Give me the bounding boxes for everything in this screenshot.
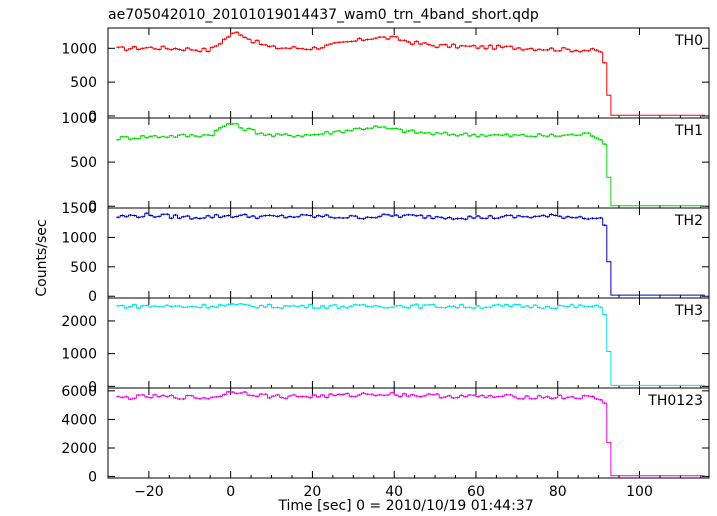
panel-th1: 0 500 1000 TH1 bbox=[61, 111, 710, 215]
x-tick-label: 40 bbox=[385, 484, 403, 500]
panel-frame bbox=[107, 207, 710, 299]
panel-th2: 0 500 1000 1500 TH2 bbox=[61, 201, 710, 305]
series-line-th3 bbox=[116, 302, 705, 386]
y-tick-label: 500 bbox=[70, 260, 97, 276]
y-tick-label: 500 bbox=[70, 75, 97, 91]
y-tick-label: 2000 bbox=[61, 441, 97, 457]
y-tick-label: 0 bbox=[88, 109, 97, 125]
series-line-th2 bbox=[116, 212, 705, 296]
y-tick-label: 1000 bbox=[61, 41, 97, 57]
panel-th3: 0 1000 2000 TH3 bbox=[61, 297, 710, 395]
x-axis-label: Time [sec] 0 = 2010/10/19 01:44:37 bbox=[277, 498, 533, 514]
y-tick-label: 0 bbox=[88, 379, 97, 395]
y-tick-label: 1000 bbox=[61, 111, 97, 127]
y-tick-label: 4000 bbox=[61, 412, 97, 428]
panel-frame bbox=[107, 297, 710, 389]
series-label-th2: TH2 bbox=[674, 213, 703, 229]
y-tick-label: 1000 bbox=[61, 230, 97, 246]
x-tick-label: 80 bbox=[549, 484, 567, 500]
y-tick-label: 1500 bbox=[61, 201, 97, 217]
panel-frame bbox=[107, 387, 710, 479]
series-line-th0123 bbox=[116, 390, 705, 477]
y-tick-label: 0 bbox=[88, 199, 97, 215]
series-label-th0: TH0 bbox=[674, 33, 703, 49]
series-label-th0123: TH0123 bbox=[647, 393, 703, 409]
x-tick-label: 0 bbox=[226, 484, 235, 500]
y-tick-label: 500 bbox=[70, 155, 97, 171]
x-tick-label: 100 bbox=[626, 484, 653, 500]
y-tick-label: 0 bbox=[88, 289, 97, 305]
chart-title: ae705042010_20101019014437_wam0_trn_4ban… bbox=[108, 7, 539, 23]
y-tick-label: 0 bbox=[88, 470, 97, 486]
y-tick-label: 2000 bbox=[61, 314, 97, 330]
series-line-th0 bbox=[116, 31, 705, 116]
y-axis-label: Counts/sec bbox=[34, 219, 50, 296]
panels-group: 05001000TH005001000TH1050010001500TH2010… bbox=[61, 27, 710, 500]
series-label-th3: TH3 bbox=[674, 303, 703, 319]
x-tick-label: −20 bbox=[134, 484, 164, 500]
series-label-th1: TH1 bbox=[674, 123, 703, 139]
panel-th0: 0 500 1000 TH0 bbox=[61, 27, 710, 125]
series-line-th1 bbox=[116, 122, 705, 207]
y-tick-label: 6000 bbox=[61, 384, 97, 400]
x-tick-label: 20 bbox=[304, 484, 322, 500]
y-tick-label: 1000 bbox=[61, 347, 97, 363]
x-tick-label: 60 bbox=[467, 484, 485, 500]
panel-th0123: 0 2000 4000 6000 TH0123 bbox=[61, 384, 710, 486]
